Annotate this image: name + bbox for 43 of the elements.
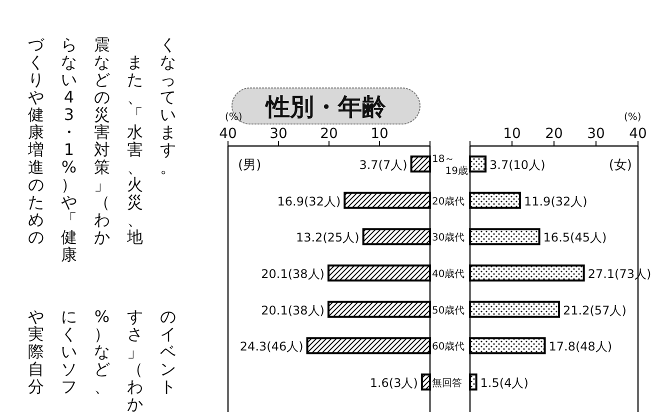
text: のイベント [160,307,176,396]
y-tick-label: 18～19歳 [432,154,468,177]
data-label: 1.5(4人) [480,376,528,390]
text: (男) [238,158,262,173]
data-label: 13.2(25人) [296,230,360,245]
text: にくいソフ [61,307,77,396]
data-label: 3.7(10人) [490,158,546,172]
text: くなっています。 [160,35,176,176]
y-tick-label: 40歳代 [432,268,465,280]
text: づくりや健康増進のための [28,35,44,246]
data-label: 20.1(38人) [261,303,324,318]
data-label: 21.2(57人) [563,303,626,318]
data-label: 1.6(3人) [370,376,418,390]
data-label: 17.8(48人) [548,340,612,354]
text: らない43・1%）や「健康 [61,35,77,264]
data-label: 11.9(32人) [524,194,588,208]
x-tick-label: 40 [219,126,237,142]
data-label: 24.3(46人) [240,340,304,354]
x-tick-label: 30 [270,126,288,142]
text: また、「水害、火災、地 [127,52,143,246]
text: すさ」（わか [127,307,143,414]
x-axis-title: (%) [624,112,642,123]
text: や実際自分 [28,307,44,396]
y-tick-label: 60歳代 [432,340,465,353]
data-label: 3.7(7人) [359,158,408,172]
x-tick-label: 30 [587,126,605,142]
x-tick-label: 10 [503,126,521,142]
text: 震などの災害対策」（わか [94,35,110,246]
x-tick-label: 40 [629,126,647,142]
text: %）など、 [94,307,110,396]
data-label: 16.5(45人) [543,230,607,245]
x-tick-label: 10 [370,126,388,142]
y-tick-label: 20歳代 [432,195,465,208]
y-tick-label: 50歳代 [432,304,465,316]
data-label: 16.9(32人) [277,194,341,208]
x-tick-label: 20 [545,126,563,142]
data-label: 20.1(38人) [261,267,324,281]
text: (女) [608,158,632,173]
y-tick-label: 無回答 [432,377,462,389]
y-tick-label: 30歳代 [432,232,465,244]
chart-title: 性別・年齢 [264,93,387,121]
x-tick-label: 20 [320,126,338,142]
x-axis-title: (%) [225,112,242,123]
